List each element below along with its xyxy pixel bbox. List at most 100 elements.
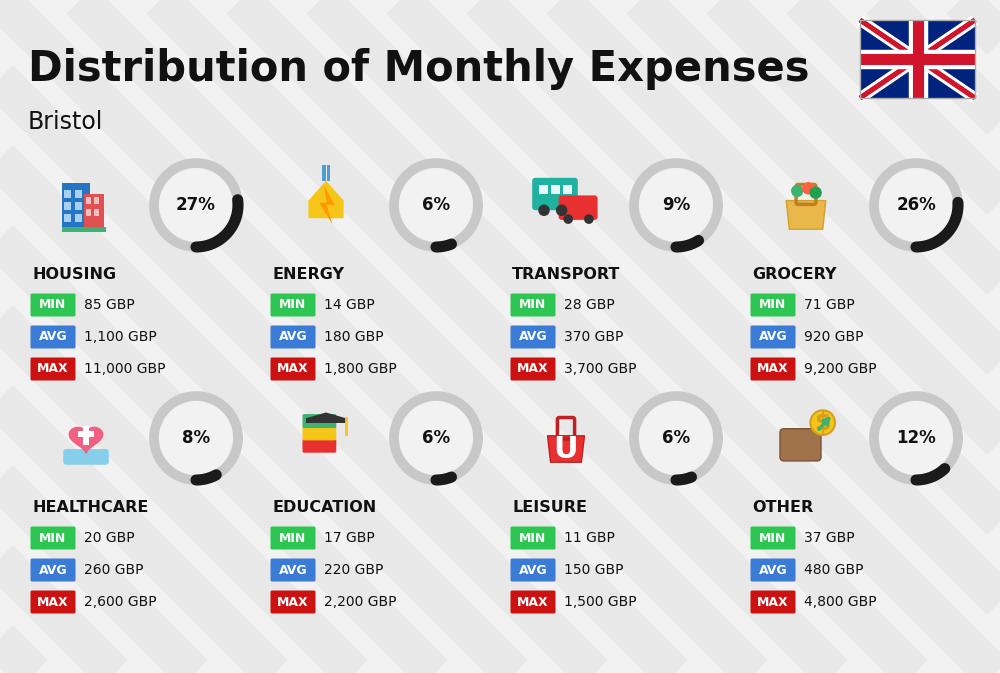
Circle shape [584,214,594,224]
Text: MAX: MAX [517,363,549,376]
Text: 260 GBP: 260 GBP [84,563,144,577]
FancyBboxPatch shape [30,590,76,614]
Text: MAX: MAX [37,363,69,376]
Polygon shape [548,436,584,462]
Bar [322,166,326,181]
Text: HEALTHCARE: HEALTHCARE [32,500,148,515]
Text: 6%: 6% [422,429,450,447]
Text: 370 GBP: 370 GBP [564,330,623,344]
Circle shape [160,169,232,241]
FancyBboxPatch shape [30,526,76,549]
Bar [860,20,975,98]
Text: HOUSING: HOUSING [32,267,116,282]
FancyBboxPatch shape [750,526,796,549]
Bar [64,214,71,222]
Polygon shape [69,427,103,453]
Text: 28 GBP: 28 GBP [564,298,615,312]
Text: OTHER: OTHER [752,500,813,515]
Text: 37 GBP: 37 GBP [804,531,855,545]
Text: MIN: MIN [759,299,787,312]
Text: AVG: AVG [39,330,67,343]
FancyBboxPatch shape [750,357,796,380]
Text: MIN: MIN [519,532,547,544]
Circle shape [791,185,803,197]
FancyBboxPatch shape [780,429,821,461]
Bar [327,166,330,181]
Text: 27%: 27% [176,196,216,214]
FancyBboxPatch shape [270,526,316,549]
FancyBboxPatch shape [302,414,336,428]
FancyBboxPatch shape [302,427,336,440]
Bar [75,202,82,210]
Circle shape [880,402,952,474]
FancyBboxPatch shape [511,357,556,380]
FancyBboxPatch shape [511,559,556,581]
Bar [860,20,975,98]
Text: MAX: MAX [757,596,789,608]
Circle shape [400,169,472,241]
Text: 17 GBP: 17 GBP [324,531,375,545]
Text: MAX: MAX [277,363,309,376]
FancyBboxPatch shape [30,357,76,380]
Text: 2,200 GBP: 2,200 GBP [324,595,396,609]
Text: 3,700 GBP: 3,700 GBP [564,362,637,376]
FancyBboxPatch shape [30,326,76,349]
Text: 9,200 GBP: 9,200 GBP [804,362,877,376]
Polygon shape [308,181,344,218]
FancyBboxPatch shape [270,357,316,380]
Text: AVG: AVG [519,563,547,577]
Text: AVG: AVG [39,563,67,577]
Text: 8%: 8% [182,429,210,447]
Text: 12%: 12% [896,429,936,447]
Bar [539,185,548,194]
Bar [75,190,82,197]
Bar [94,209,99,216]
Text: 71 GBP: 71 GBP [804,298,855,312]
Text: 11,000 GBP: 11,000 GBP [84,362,166,376]
Text: GROCERY: GROCERY [752,267,836,282]
Circle shape [880,169,952,241]
Text: 9%: 9% [662,196,690,214]
Bar [64,190,71,197]
Circle shape [810,186,822,199]
Text: 20 GBP: 20 GBP [84,531,135,545]
Text: AVG: AVG [279,330,307,343]
FancyBboxPatch shape [559,195,598,220]
FancyBboxPatch shape [30,559,76,581]
Text: $: $ [814,411,831,435]
Bar [78,431,94,437]
Bar [94,197,99,204]
Bar [62,227,106,232]
Circle shape [556,205,567,216]
Bar [62,183,90,227]
Text: 6%: 6% [662,429,690,447]
Text: MAX: MAX [517,596,549,608]
Bar [64,202,71,210]
FancyBboxPatch shape [63,449,109,465]
Bar [306,418,346,423]
FancyBboxPatch shape [511,293,556,316]
Text: 11 GBP: 11 GBP [564,531,615,545]
FancyBboxPatch shape [270,590,316,614]
Text: MIN: MIN [759,532,787,544]
FancyBboxPatch shape [270,559,316,581]
Circle shape [802,182,814,194]
FancyBboxPatch shape [532,178,578,210]
Text: MIN: MIN [279,532,307,544]
Bar [563,185,572,194]
Text: MIN: MIN [279,299,307,312]
Text: Distribution of Monthly Expenses: Distribution of Monthly Expenses [28,48,810,90]
Bar [83,426,89,446]
Circle shape [810,411,835,435]
Polygon shape [306,413,346,418]
Text: EDUCATION: EDUCATION [272,500,376,515]
FancyBboxPatch shape [511,326,556,349]
Text: MIN: MIN [39,532,67,544]
Text: LEISURE: LEISURE [512,500,587,515]
Polygon shape [319,185,335,225]
Text: 480 GBP: 480 GBP [804,563,864,577]
Text: 1,500 GBP: 1,500 GBP [564,595,637,609]
Text: 4,800 GBP: 4,800 GBP [804,595,877,609]
Circle shape [538,205,550,216]
Text: 220 GBP: 220 GBP [324,563,383,577]
